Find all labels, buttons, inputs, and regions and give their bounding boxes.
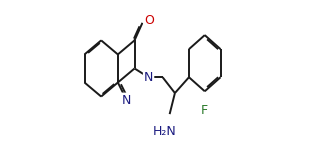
Text: N: N xyxy=(144,71,153,84)
Text: H₂N: H₂N xyxy=(152,125,176,138)
Text: F: F xyxy=(201,104,208,117)
Text: O: O xyxy=(144,14,154,27)
Text: N: N xyxy=(122,94,131,106)
